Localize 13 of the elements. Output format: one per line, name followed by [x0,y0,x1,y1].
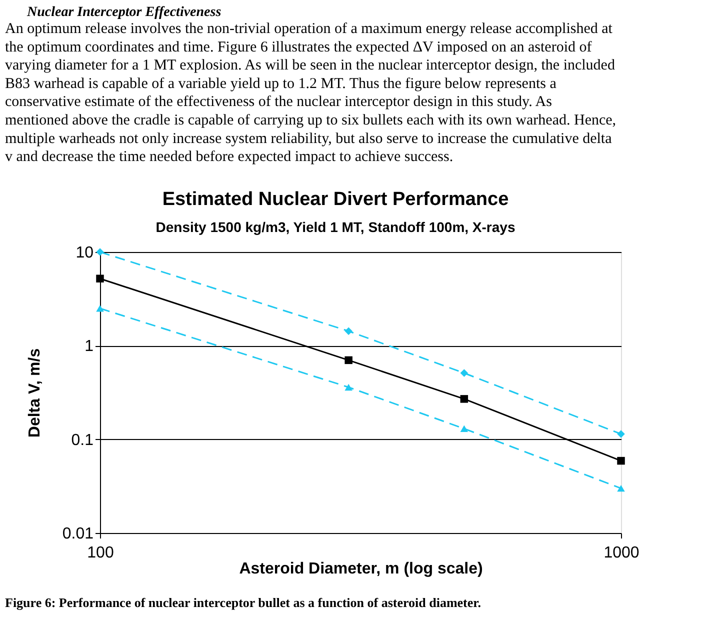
y-tick-label: 10 [76,244,94,262]
y-tick-label: 0.01 [62,526,94,542]
y-tick-label: 0.1 [71,432,94,449]
chart-subtitle: Density 1500 kg/m3, Yield 1 MT, Standoff 100m, X-rays [156,219,516,235]
text: Nuclear Interceptor Effectiveness [26,5,222,20]
y-tick-label: 1 [84,338,94,356]
chart-title: Estimated Nuclear Divert Performance [162,189,509,210]
text: An optimum release involves the non-trivial operation of a maximum energy release accomplished at the optimum coordinates and time. Figure 6 illustrates the expected ΔV imposed on an asteroid of varying diameter for a 1 MT explosion. As will be seen in the nuclear interceptor design, the included B83 warhead is capable of a variable yield up to 1.2 MT. Thus the figure below represents a conservative estimate of the effectiveness of the nuclear interceptor design in this study. As mentioned above the cradle is capable of carrying up to six bullets each with its own warhead. Hence, multiple warheads not only increase system reliability, but also serve to increase the cumulative delta v and decrease the time needed before expected impact to achieve success. [5,21,616,166]
x-axis-title: Asteroid Diameter, m (log scale) [239,560,483,578]
x-tick-label: 1000 [604,544,640,562]
y-axis-title: Delta V, m/s [26,348,44,438]
x-tick-label: 100 [87,544,114,562]
caption: Figure 6: Performance of nuclear interceptor bullet as a function of asteroid diameter. [5,595,481,610]
